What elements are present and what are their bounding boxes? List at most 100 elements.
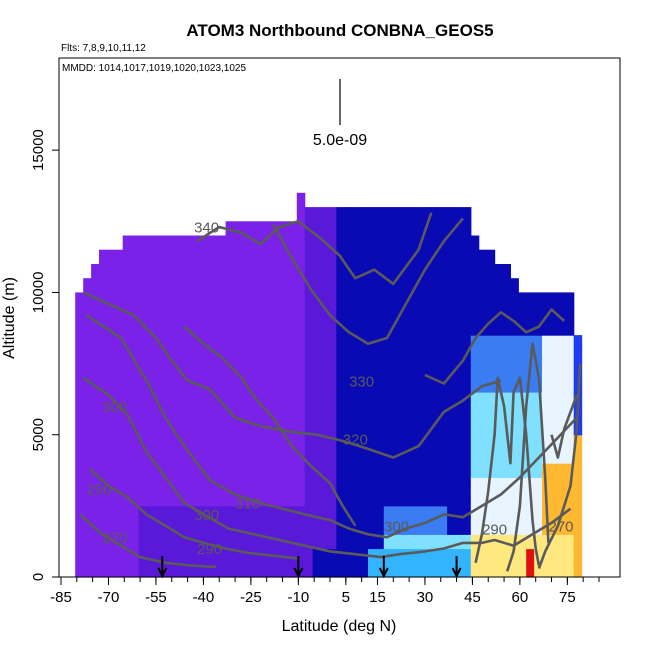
heatmap-cell	[209, 548, 219, 564]
heatmap-cell	[217, 392, 227, 407]
heatmap-cell	[328, 520, 337, 535]
heatmap-cell	[415, 562, 424, 578]
heatmap-cell	[265, 491, 274, 507]
heatmap-cell	[217, 249, 227, 265]
heatmap-cell	[178, 235, 187, 251]
heatmap-cell	[265, 335, 274, 350]
heatmap-cell	[162, 349, 171, 365]
heatmap-cell	[162, 420, 171, 436]
heatmap-cell	[455, 292, 464, 308]
heatmap-cell	[201, 562, 211, 578]
heatmap-cell	[542, 377, 551, 393]
heatmap-cell	[486, 320, 496, 336]
heatmap-cell	[122, 477, 132, 493]
heatmap-cell	[178, 505, 187, 521]
heatmap-cell	[122, 249, 132, 265]
mmdd-label: MMDD: 1014,1017,1019,1020,1023,1025	[62, 63, 246, 74]
chart-title: ATOM3 Northbound CONBNA_GEOS5	[186, 21, 493, 40]
heatmap-cell	[170, 548, 179, 564]
heatmap-cell	[557, 392, 567, 407]
heatmap-cell	[415, 477, 424, 493]
heatmap-cell	[455, 434, 464, 450]
heatmap-cell	[534, 335, 543, 350]
heatmap-cell	[122, 278, 132, 293]
heatmap-cell	[170, 562, 179, 578]
heatmap-cell	[217, 363, 227, 379]
heatmap-cell	[130, 278, 140, 293]
heatmap-cell	[265, 363, 274, 379]
heatmap-cell	[201, 520, 211, 535]
heatmap-cell	[431, 448, 440, 464]
heatmap-cell	[83, 505, 92, 521]
heatmap-cell	[186, 520, 195, 535]
heatmap-cell	[510, 420, 519, 436]
heatmap-cell	[328, 292, 337, 308]
heatmap-cell	[352, 207, 361, 222]
heatmap-cell	[447, 221, 456, 237]
heatmap-cell	[209, 463, 219, 478]
heatmap-cell	[415, 420, 424, 436]
heatmap-cell	[162, 392, 171, 407]
heatmap-cell	[122, 434, 132, 450]
heatmap-cell	[273, 463, 282, 478]
heatmap-cell	[352, 463, 361, 478]
heatmap-cell	[518, 434, 527, 450]
heatmap-cell	[399, 434, 409, 450]
heatmap-cell	[209, 249, 219, 265]
heatmap-cell	[423, 406, 432, 422]
heatmap-cell	[312, 249, 322, 265]
heatmap-cell	[336, 306, 345, 322]
heatmap-cell	[233, 278, 242, 293]
heatmap-cell	[447, 235, 456, 251]
heatmap-cell	[399, 463, 409, 478]
heatmap-cell	[257, 520, 266, 535]
heatmap-cell	[122, 363, 132, 379]
heatmap-cell	[470, 306, 480, 322]
heatmap-cell	[138, 377, 147, 393]
heatmap-cell	[154, 349, 163, 365]
heatmap-cell	[518, 349, 527, 365]
heatmap-cell	[368, 420, 377, 436]
heatmap-cell	[170, 377, 179, 393]
heatmap-cell	[360, 534, 369, 550]
heatmap-cell	[542, 392, 551, 407]
heatmap-cell	[106, 520, 116, 535]
heatmap-cell	[470, 491, 480, 507]
heatmap-cell	[178, 249, 187, 265]
heatmap-cell	[478, 491, 488, 507]
heatmap-cell	[328, 463, 337, 478]
heatmap-cell	[375, 249, 385, 265]
heatmap-cell	[170, 463, 179, 478]
heatmap-cell	[423, 292, 432, 308]
heatmap-cell	[178, 335, 187, 350]
heatmap-cell	[502, 463, 511, 478]
heatmap-cell	[75, 534, 84, 550]
heatmap-cell	[462, 249, 472, 265]
heatmap-cell	[75, 335, 84, 350]
heatmap-cell	[344, 392, 353, 407]
heatmap-cell	[130, 534, 140, 550]
heatmap-cell	[296, 192, 306, 208]
heatmap-cell	[336, 207, 345, 222]
heatmap-cell	[439, 520, 448, 535]
heatmap-cell	[312, 520, 322, 535]
contour-line	[505, 342, 550, 572]
heatmap-cell	[415, 505, 424, 521]
heatmap-cell	[130, 249, 140, 265]
heatmap-cell	[265, 349, 274, 365]
heatmap-cell	[75, 406, 84, 422]
heatmap-cell	[557, 335, 567, 350]
heatmap-cell	[534, 406, 543, 422]
heatmap-cell	[91, 306, 100, 322]
heatmap-cell	[518, 520, 527, 535]
heatmap-cell	[336, 448, 345, 464]
heatmap-cell	[91, 477, 100, 493]
heatmap-cell	[241, 278, 250, 293]
heatmap-cell	[502, 292, 511, 308]
heatmap-cell	[549, 377, 559, 393]
heatmap-cell	[486, 406, 496, 422]
heatmap-cell	[439, 221, 448, 237]
heatmap-cell	[431, 207, 440, 222]
heatmap-cell	[415, 264, 424, 279]
heatmap-cell	[130, 448, 140, 464]
